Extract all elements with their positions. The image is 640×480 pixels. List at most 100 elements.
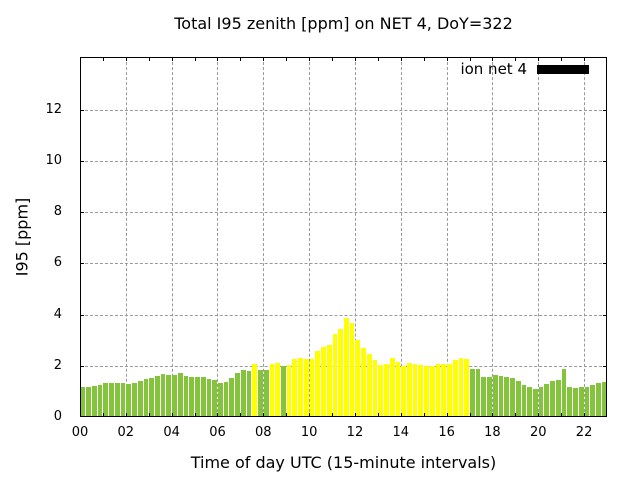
bar-07:45 [258,370,263,417]
bar-11:30 [344,317,349,417]
x-tick [400,413,402,417]
bar-15:30 [435,364,441,417]
bar-20:15 [544,383,550,417]
bar-08:00 [263,369,269,417]
bar-02:00 [126,384,132,417]
bar-21:30 [573,388,578,417]
x-tick [332,57,334,61]
bar-09:45 [303,359,309,417]
x-tick [538,57,540,61]
bar-16:00 [447,364,452,417]
x-tick [217,413,219,417]
bar-08:30 [275,363,280,417]
bar-13:30 [389,358,395,417]
bar-13:45 [395,361,401,417]
bar-15:00 [424,366,429,417]
bar-12:00 [355,340,361,417]
bar-13:15 [384,364,389,417]
x-tick [492,413,494,417]
x-tick [217,57,219,61]
bar-17:30 [481,377,487,417]
bar-09:00 [286,364,292,417]
x-tick [423,413,425,417]
x-tick-label: 04 [163,425,180,440]
y-tick [603,161,607,163]
bar-10:15 [315,351,321,417]
bar-18:00 [492,375,498,417]
gridline-vertical [584,57,586,417]
bar-16:30 [458,357,464,417]
x-tick [309,413,311,417]
bar-06:30 [229,378,235,417]
y-tick [80,161,84,163]
bar-12:15 [361,348,366,417]
plot-area: 0 2 4 6 8 10 12 00 02 04 06 08 10 12 14 16 18 20 22 ion ne… [45,57,607,440]
bar-02:45 [143,379,149,417]
bar-10:00 [309,359,315,417]
bar-19:30 [527,387,533,417]
bar-19:00 [515,380,521,417]
x-tick-label: 02 [117,425,135,440]
y-tick-label: 0 [53,409,62,424]
bar-22:45 [601,382,607,417]
x-tick [171,57,173,61]
bar-08:45 [280,365,286,417]
y-tick [603,365,607,367]
y-tick [80,212,84,214]
x-tick [515,57,517,61]
x-tick [148,413,150,417]
x-tick [263,413,265,417]
bar-04:15 [177,373,183,417]
bar-20:30 [550,381,555,417]
bar-14:45 [418,365,424,417]
bar-06:00 [217,382,223,417]
gridline-horizontal [80,212,607,214]
gridline-vertical [538,57,540,417]
bar-18:45 [510,378,515,417]
x-tick [423,57,425,61]
gridline-vertical [217,57,219,417]
bar-18:30 [504,376,510,417]
bar-11:00 [332,333,338,417]
y-tick-label: 10 [45,153,62,169]
x-tick [102,413,104,417]
bar-00:00 [80,387,86,417]
bar-11:15 [338,329,343,417]
gridline-vertical [309,57,311,417]
bar-05:45 [212,379,217,417]
x-tick [309,57,311,61]
x-tick [125,57,127,61]
bar-03:15 [154,376,160,417]
y-tick [80,109,84,111]
x-tick-label: 14 [392,425,410,440]
gridline-horizontal [80,161,607,163]
bar-21:45 [578,387,584,417]
bar-04:45 [189,377,195,417]
x-axis-title: Time of day UTC (15-minute intervals) [190,453,497,472]
bar-11:45 [349,322,355,417]
gridline-vertical [171,57,173,417]
gridline-horizontal [80,365,607,367]
x-tick-label: 06 [209,425,226,440]
bar-18:15 [498,376,504,417]
bar-22:00 [584,386,590,417]
bar-05:15 [200,377,206,417]
x-tick [538,413,540,417]
gridline-horizontal [80,263,607,265]
x-tick [400,57,402,61]
y-tick-label: 12 [45,101,62,117]
bar-10:45 [326,344,332,417]
gridline-vertical [263,57,265,417]
y-tick-label: 4 [53,306,62,322]
bar-03:45 [166,375,172,417]
gridline-vertical [400,57,402,417]
bar-02:30 [137,381,143,417]
x-tick [194,413,196,417]
bar-13:00 [378,364,384,417]
bar-03:00 [149,377,154,417]
y-tick-label: 8 [53,204,62,220]
x-tick-label: 22 [575,425,593,440]
bar-22:30 [596,383,601,417]
x-tick-label: 16 [438,425,455,440]
